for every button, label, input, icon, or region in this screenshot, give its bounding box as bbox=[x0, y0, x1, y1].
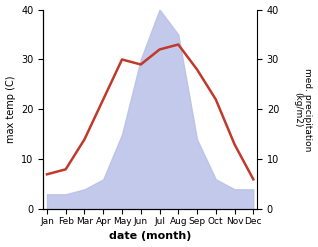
X-axis label: date (month): date (month) bbox=[109, 231, 191, 242]
Y-axis label: max temp (C): max temp (C) bbox=[5, 76, 16, 143]
Y-axis label: med. precipitation
(kg/m2): med. precipitation (kg/m2) bbox=[293, 68, 313, 151]
